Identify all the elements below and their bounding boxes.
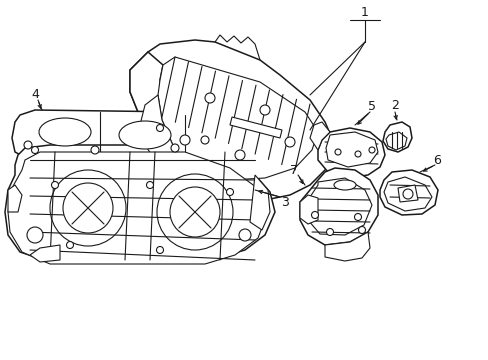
Circle shape: [235, 150, 244, 160]
Circle shape: [157, 174, 232, 250]
Circle shape: [50, 170, 126, 246]
Polygon shape: [309, 122, 329, 150]
Polygon shape: [325, 132, 377, 167]
Polygon shape: [317, 128, 384, 178]
Text: 6: 6: [432, 153, 440, 166]
Polygon shape: [299, 195, 317, 224]
Polygon shape: [385, 132, 406, 150]
Polygon shape: [158, 57, 317, 180]
Circle shape: [146, 181, 153, 189]
Circle shape: [358, 226, 365, 234]
Circle shape: [51, 181, 59, 189]
Polygon shape: [130, 128, 150, 142]
Circle shape: [156, 247, 163, 253]
Circle shape: [334, 149, 340, 155]
Circle shape: [204, 93, 215, 103]
Circle shape: [226, 189, 233, 195]
Polygon shape: [5, 145, 274, 262]
Text: 1: 1: [360, 5, 368, 18]
Circle shape: [402, 189, 412, 199]
Circle shape: [354, 151, 360, 157]
Text: 5: 5: [367, 99, 375, 112]
Polygon shape: [299, 168, 377, 245]
Polygon shape: [8, 185, 22, 212]
Ellipse shape: [39, 118, 91, 146]
Polygon shape: [383, 177, 431, 211]
Polygon shape: [30, 245, 60, 262]
Circle shape: [285, 137, 294, 147]
Circle shape: [354, 213, 361, 220]
Circle shape: [239, 229, 250, 241]
Text: 2: 2: [390, 99, 398, 112]
Ellipse shape: [119, 121, 171, 149]
Text: 3: 3: [281, 195, 288, 208]
Circle shape: [311, 212, 318, 219]
Circle shape: [156, 125, 163, 131]
Polygon shape: [8, 152, 267, 264]
Circle shape: [368, 147, 374, 153]
Text: 7: 7: [289, 163, 297, 176]
Polygon shape: [130, 40, 334, 202]
Polygon shape: [379, 170, 437, 215]
Circle shape: [326, 229, 333, 235]
Circle shape: [91, 146, 99, 154]
Circle shape: [66, 242, 73, 248]
Circle shape: [24, 141, 32, 149]
Polygon shape: [307, 178, 371, 235]
Polygon shape: [140, 95, 175, 162]
Circle shape: [260, 105, 269, 115]
Text: 4: 4: [31, 87, 39, 100]
Circle shape: [180, 135, 190, 145]
Polygon shape: [229, 117, 282, 138]
Circle shape: [63, 183, 113, 233]
Circle shape: [170, 187, 220, 237]
Polygon shape: [382, 122, 411, 152]
Polygon shape: [249, 175, 269, 230]
Ellipse shape: [333, 180, 355, 190]
Circle shape: [201, 136, 208, 144]
Circle shape: [31, 147, 39, 153]
Polygon shape: [130, 52, 163, 125]
Circle shape: [171, 144, 179, 152]
Polygon shape: [325, 232, 369, 261]
Polygon shape: [397, 185, 417, 202]
Polygon shape: [12, 110, 220, 160]
Circle shape: [27, 227, 43, 243]
